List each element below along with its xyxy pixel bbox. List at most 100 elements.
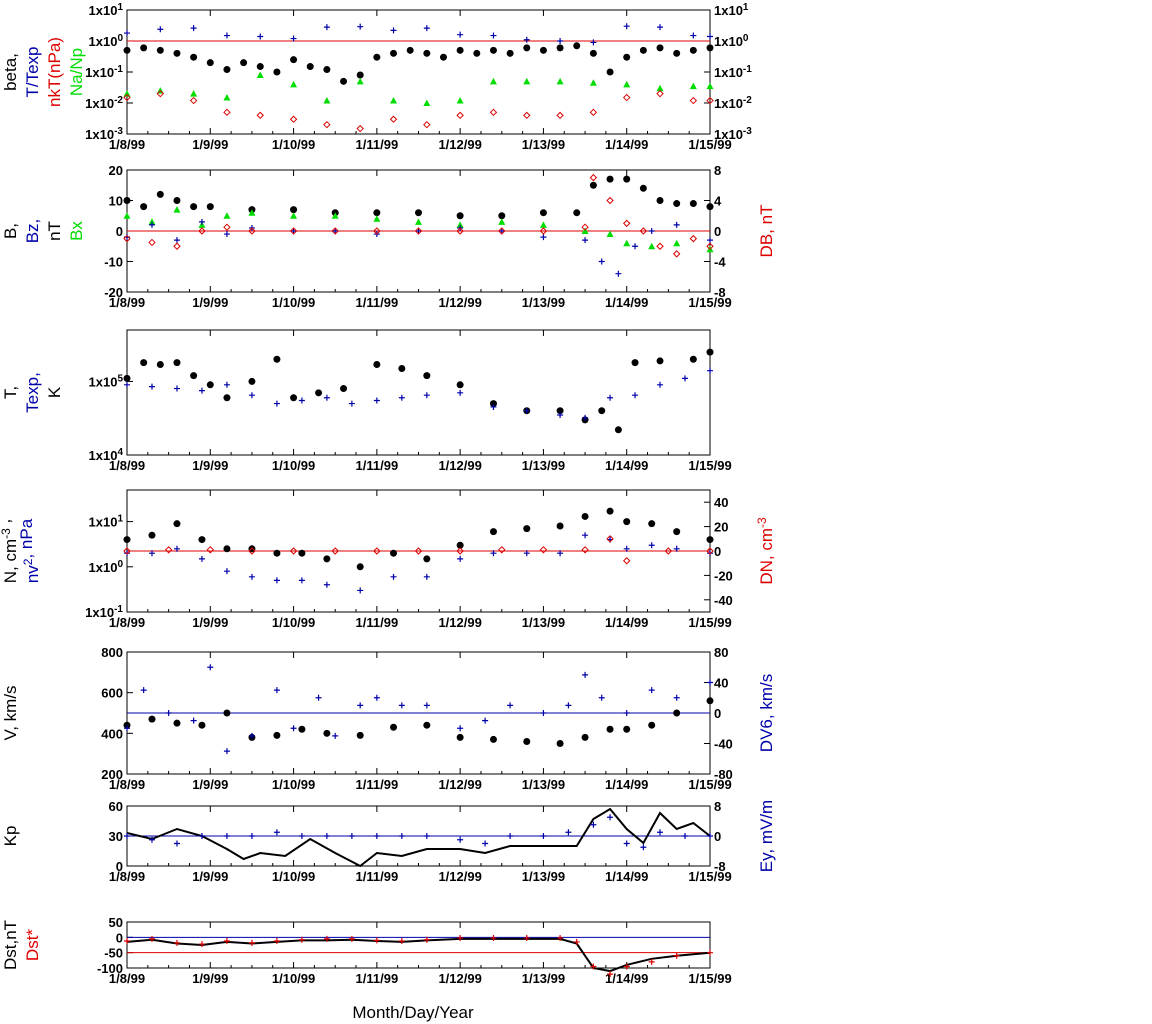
data-point	[473, 49, 481, 57]
y-axis-label: Texp,	[23, 372, 42, 413]
series-plus	[124, 934, 713, 978]
series-diamond	[123, 89, 714, 133]
data-point	[657, 381, 664, 388]
y-tick-label: -20	[104, 285, 123, 300]
data-point	[323, 97, 331, 104]
x-tick-label: 1/10/99	[272, 777, 315, 792]
data-point	[673, 952, 680, 959]
y-tick-label: 0	[116, 930, 123, 945]
data-point	[223, 108, 231, 117]
data-point	[248, 392, 255, 399]
data-point	[623, 557, 631, 565]
data-point	[398, 938, 405, 945]
x-tick-label: 1/10/99	[272, 869, 315, 884]
data-point	[498, 218, 506, 225]
y2-tick-label: -40	[714, 737, 733, 752]
data-point	[598, 258, 605, 265]
y2-tick-label: -80	[714, 767, 733, 782]
data-point	[373, 360, 381, 368]
data-point	[582, 237, 589, 244]
data-point	[389, 115, 398, 123]
y-tick-label: 1x10-3	[85, 126, 123, 142]
data-point	[648, 958, 655, 965]
data-point	[598, 694, 605, 701]
data-point	[457, 934, 464, 941]
data-point	[648, 242, 656, 250]
data-point	[273, 355, 281, 363]
data-point	[148, 935, 155, 942]
y-tick-label: 1x100	[89, 33, 124, 49]
data-point	[707, 33, 713, 40]
data-point	[673, 49, 681, 57]
data-point	[498, 212, 506, 220]
data-point	[706, 44, 714, 52]
data-point	[573, 42, 581, 50]
data-point	[173, 206, 181, 213]
y-tick-label: 60	[109, 799, 123, 814]
data-point	[615, 270, 622, 277]
y-tick-label: 50	[109, 915, 123, 930]
data-point	[140, 687, 147, 694]
data-point	[648, 542, 655, 549]
data-point	[173, 545, 180, 552]
data-point	[656, 44, 664, 52]
data-point	[623, 93, 631, 102]
data-point	[148, 836, 155, 843]
data-point	[173, 840, 180, 847]
x-tick-label: 1/9/99	[192, 295, 228, 310]
data-point	[190, 53, 198, 61]
data-point	[573, 938, 580, 945]
x-tick-label: 1/8/99	[109, 777, 145, 792]
data-point	[457, 31, 464, 38]
data-point	[456, 221, 464, 228]
data-point	[456, 547, 464, 555]
series-diamond	[123, 535, 714, 565]
data-point	[523, 77, 531, 85]
x-tick-label: 1/9/99	[192, 777, 228, 792]
data-point	[206, 381, 214, 389]
data-point	[673, 545, 680, 552]
y-tick-label: 0	[116, 859, 123, 874]
y2-tick-label: 0	[714, 706, 721, 721]
data-point	[223, 709, 231, 717]
data-point	[298, 833, 305, 839]
y-tick-label: 600	[101, 686, 123, 701]
x-tick-label: 1/9/99	[192, 615, 228, 630]
data-point	[198, 218, 205, 225]
y2-axis-label: DV6, km/s	[757, 674, 776, 752]
y-tick-label: 400	[101, 726, 123, 741]
data-point	[689, 46, 697, 54]
data-point	[140, 359, 148, 367]
data-point	[656, 357, 664, 365]
panel-6: 1/8/99 1/9/99 1/10/99 1/11/99 1/12/99 1/13/99…	[1, 799, 776, 884]
y-axis-label: beta,	[1, 53, 20, 91]
data-point	[523, 737, 531, 745]
data-point	[340, 385, 348, 393]
data-point	[373, 53, 381, 61]
data-point	[406, 46, 414, 54]
data-point	[290, 206, 298, 214]
data-point	[198, 941, 205, 948]
data-point	[156, 89, 165, 98]
y2-tick-label: 1x100	[714, 33, 749, 49]
data-point	[123, 197, 131, 204]
data-point	[581, 546, 589, 554]
data-point	[656, 84, 664, 92]
data-point	[489, 528, 497, 536]
x-tick-label: 1/13/99	[522, 615, 565, 630]
data-point	[523, 36, 530, 43]
data-point	[306, 63, 314, 71]
data-point	[248, 547, 256, 555]
data-point	[623, 725, 631, 733]
data-point	[373, 227, 381, 235]
data-point	[223, 833, 230, 839]
data-point	[490, 934, 497, 941]
data-point	[373, 547, 381, 555]
data-point	[423, 702, 430, 709]
data-point	[523, 111, 531, 120]
y2-tick-label: 8	[714, 163, 721, 178]
y-tick-label: 0	[116, 224, 123, 239]
data-point	[356, 563, 364, 571]
data-point	[124, 550, 130, 557]
y-tick-label: 30	[109, 829, 123, 844]
